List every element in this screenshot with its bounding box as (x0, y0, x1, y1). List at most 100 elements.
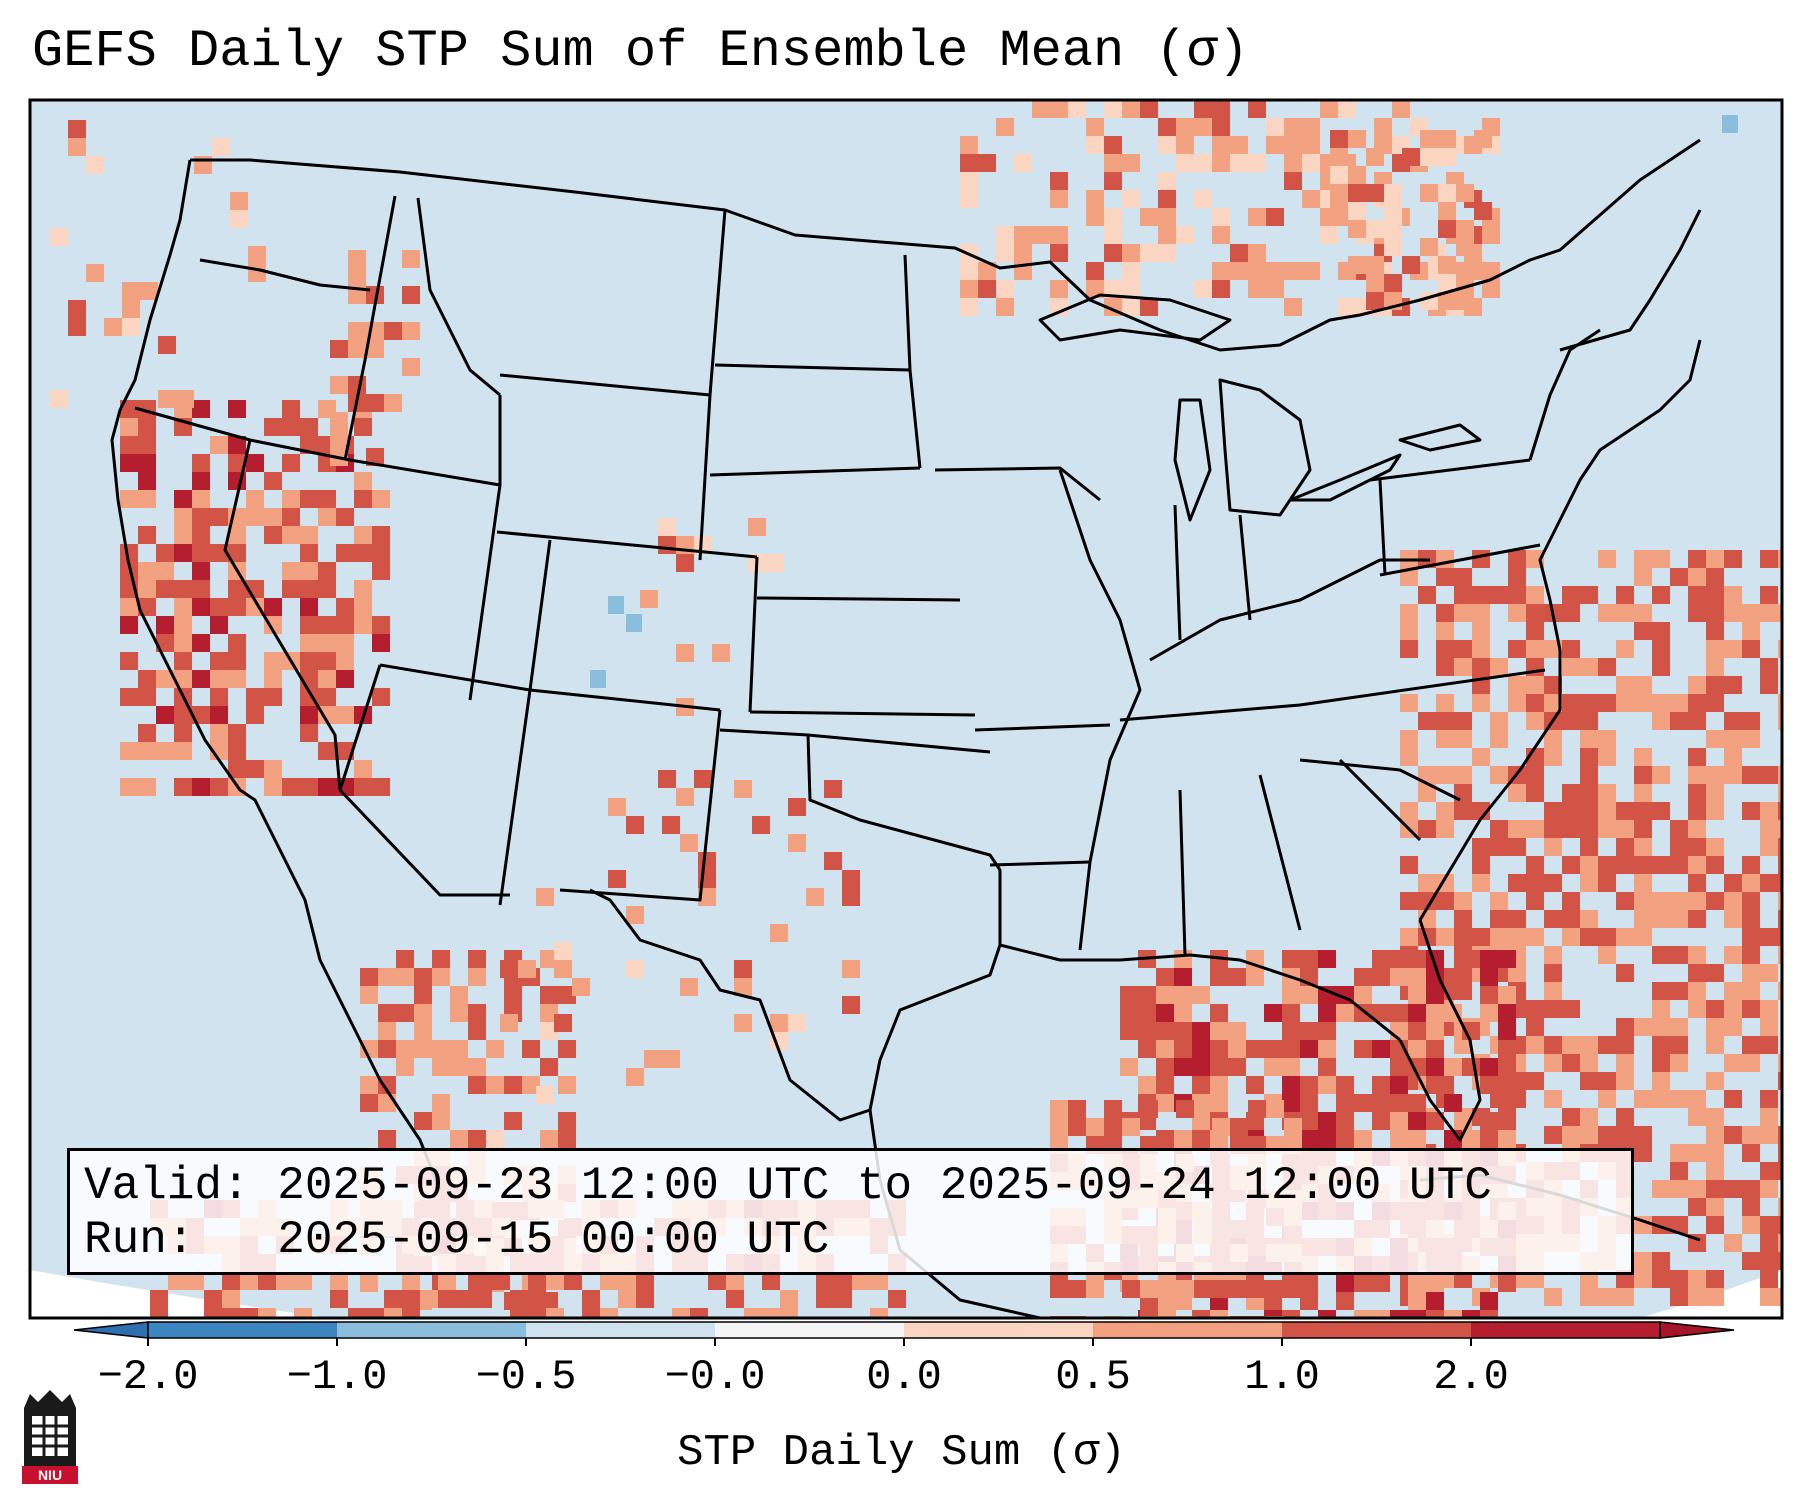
anomaly-cell (1724, 604, 1742, 622)
anomaly-cell (522, 1076, 540, 1094)
anomaly-cell (1140, 1298, 1158, 1316)
anomaly-cell (1508, 838, 1526, 856)
anomaly-cell (1086, 280, 1104, 298)
anomaly-cell (1706, 1198, 1724, 1216)
anomaly-cell (1706, 1018, 1724, 1036)
anomaly-cell (228, 400, 246, 418)
anomaly-cell (960, 262, 978, 280)
anomaly-cell (582, 1308, 600, 1318)
anomaly-cell (1688, 586, 1706, 604)
pa-north (1369, 458, 1531, 482)
anomaly-cell (1706, 622, 1724, 640)
anomaly-cell (474, 1272, 492, 1290)
anomaly-cell (1282, 1022, 1300, 1040)
anomaly-cell (1354, 986, 1372, 1004)
anomaly-cell (174, 616, 192, 634)
anomaly-cell (1498, 1022, 1516, 1040)
valid-line: Valid: 2025-09-23 12:00 UTC to 2025-09-2… (84, 1160, 1492, 1212)
anomaly-cell (1284, 154, 1302, 172)
anomaly-cell (420, 1290, 438, 1308)
anomaly-cell (192, 454, 210, 472)
anomaly-cell (1598, 856, 1616, 874)
anomaly-cell (1408, 1112, 1426, 1130)
anomaly-cell (1194, 190, 1212, 208)
idaho-west (343, 304, 377, 461)
colorbar-segment (148, 1322, 337, 1338)
anomaly-cell (330, 340, 348, 358)
anomaly-cell (1426, 1022, 1444, 1040)
anomaly-cell (500, 960, 518, 978)
anomaly-cell (1706, 676, 1724, 694)
anomaly-cell (788, 1014, 806, 1032)
anomaly-cell (1760, 1090, 1778, 1108)
anomaly-cell (1050, 100, 1068, 118)
anomaly-cell (1408, 1004, 1426, 1022)
anomaly-cell (698, 852, 716, 870)
anomaly-cell (1284, 118, 1302, 136)
anomaly-cell (492, 1272, 510, 1290)
anomaly-cell (372, 562, 390, 580)
anomaly-cell (138, 490, 156, 508)
anomaly-cell (414, 986, 432, 1004)
anomaly-cell (1778, 928, 1782, 946)
anomaly-cell (996, 280, 1014, 298)
anomaly-cell (600, 1308, 618, 1318)
anomaly-cell (1372, 1076, 1390, 1094)
anomaly-cell (1670, 910, 1688, 928)
anomaly-cell (1652, 622, 1670, 640)
anomaly-cell (354, 418, 372, 436)
anomaly-cell (1490, 820, 1508, 838)
anomaly-cell (1634, 1090, 1652, 1108)
anomaly-cell (1778, 946, 1782, 964)
anomaly-cell (1562, 1126, 1580, 1144)
anomaly-cell (1212, 1280, 1230, 1298)
anomaly-cell (246, 760, 264, 778)
anomaly-cell (230, 210, 248, 228)
anomaly-cell (1462, 950, 1480, 968)
anomaly-cell (246, 598, 264, 616)
anomaly-cell (1138, 1004, 1156, 1022)
anomaly-cell (1474, 130, 1492, 148)
anomaly-cell (1436, 802, 1454, 820)
anomaly-cell (468, 1058, 486, 1076)
anomaly-cell (1246, 1076, 1264, 1094)
anomaly-cell (1544, 1126, 1562, 1144)
anomaly-cell (1032, 226, 1050, 244)
anomaly-cell (318, 508, 336, 526)
colorbar-tick-label: −0.5 (476, 1353, 577, 1401)
anomaly-cell (1706, 1126, 1724, 1144)
anomaly-cell (1580, 838, 1598, 856)
anomaly-cell (1526, 676, 1544, 694)
anomaly-cell (842, 888, 860, 906)
anomaly-cell (554, 942, 572, 960)
anomaly-cell (1616, 928, 1634, 946)
anomaly-cell (1086, 136, 1104, 154)
anomaly-cell (1318, 1310, 1336, 1318)
anomaly-cell (1670, 982, 1688, 1000)
anomaly-cell (1212, 262, 1230, 280)
anomaly-cell (1138, 986, 1156, 1004)
anomaly-cell (1372, 1310, 1390, 1318)
anomaly-cell (1436, 604, 1454, 622)
anomaly-cell (1634, 694, 1652, 712)
anomaly-cell-negative (1722, 115, 1738, 133)
anomaly-cell (640, 590, 658, 608)
anomaly-cell (1598, 784, 1616, 802)
anomaly-cell (1462, 1130, 1480, 1148)
anomaly-cell (86, 264, 104, 282)
anomaly-cell (1400, 694, 1418, 712)
anomaly-cell (1330, 148, 1348, 166)
anomaly-cell (1742, 1054, 1760, 1072)
anomaly-cell (1472, 550, 1490, 568)
anomaly-cell (1300, 1040, 1318, 1058)
in-oh (1238, 514, 1252, 621)
anomaly-cell (1778, 550, 1782, 568)
anomaly-cell (354, 760, 372, 778)
anomaly-cell (1580, 1036, 1598, 1054)
anomaly-cell (1348, 130, 1366, 148)
anomaly-cell (1418, 586, 1436, 604)
anomaly-cell (1742, 604, 1760, 622)
anomaly-cell (1562, 1000, 1580, 1018)
colorbar: −2.0 −1.0 −0.5 −0.0 0.0 0.5 1.0 2.0 (73, 1321, 1735, 1401)
anomaly-cell (1384, 274, 1402, 292)
